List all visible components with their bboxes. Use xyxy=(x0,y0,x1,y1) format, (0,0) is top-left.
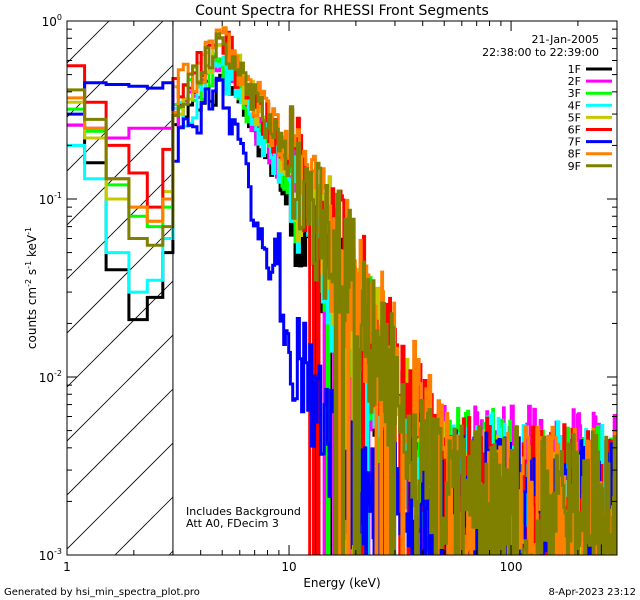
footer-generated-by: Generated by hsi_min_spectra_plot.pro xyxy=(4,587,200,598)
y-tick-label: 10-3 xyxy=(39,547,62,563)
y-tick-labels: 100 10-1 10-2 10-3 xyxy=(39,13,62,563)
y-tick-label: 10-1 xyxy=(39,191,62,207)
legend-label-5F: 5F xyxy=(568,111,581,124)
plot-frame xyxy=(66,20,618,556)
annotation-attenuator: Att A0, FDecim 3 xyxy=(186,517,279,530)
footer-timestamp: 8-Apr-2023 23:12 xyxy=(549,587,636,598)
x-tick-label: 100 xyxy=(500,560,523,574)
legend-label-2F: 2F xyxy=(568,75,581,88)
hatch-line xyxy=(67,21,164,118)
series-layer xyxy=(67,26,617,555)
chart-title: Count Spectra for RHESSI Front Segments xyxy=(195,3,489,19)
x-tick-labels: 1 10 100 xyxy=(63,560,522,574)
y-tick-label: 10-2 xyxy=(39,369,62,385)
annotation-background: Includes Background xyxy=(186,505,301,518)
legend-label-1F: 1F xyxy=(568,63,581,76)
x-axis-label: Energy (keV) xyxy=(303,576,380,590)
axis-ticks xyxy=(66,20,618,556)
y-axis-label: counts cm-2 s-1 keV-1 xyxy=(24,227,39,349)
hatch-line xyxy=(0,0,27,555)
legend-label-9F: 9F xyxy=(568,160,581,173)
series-line-8F xyxy=(67,26,617,555)
legend-label-7F: 7F xyxy=(568,136,581,149)
legend-label-3F: 3F xyxy=(568,87,581,100)
x-tick-label: 10 xyxy=(281,560,296,574)
legend-label-4F: 4F xyxy=(568,99,581,112)
x-tick-label: 1 xyxy=(63,560,71,574)
legend-time-range: 22:38:00 to 22:39:00 xyxy=(482,46,599,59)
legend-label-6F: 6F xyxy=(568,124,581,137)
legend-label-8F: 8F xyxy=(568,148,581,161)
y-tick-label: 100 xyxy=(42,13,62,29)
series-line-9F xyxy=(67,32,617,555)
legend-date: 21-Jan-2005 xyxy=(532,33,600,46)
